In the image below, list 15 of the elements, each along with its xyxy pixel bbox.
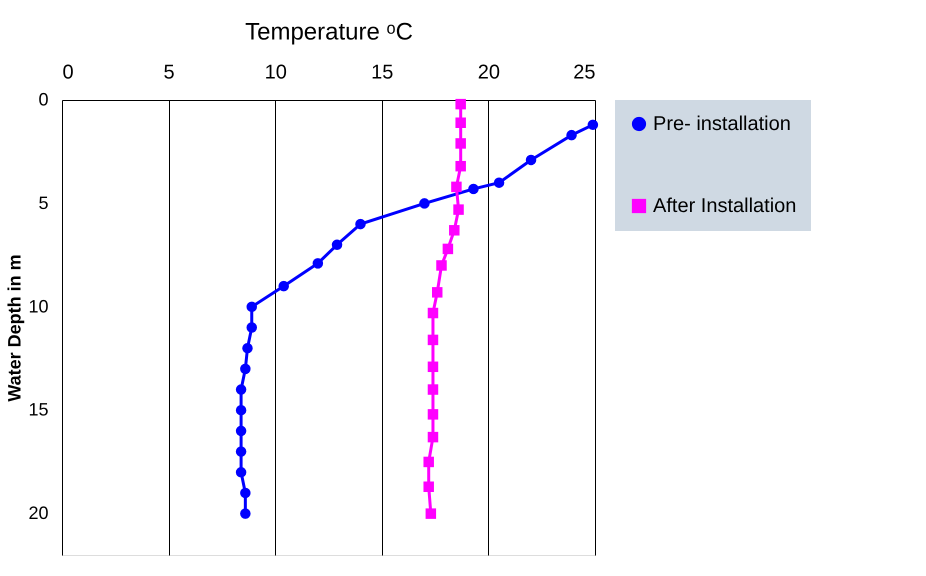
y-tick-label: 10 bbox=[28, 296, 48, 316]
x-tick-label: 0 bbox=[62, 62, 74, 84]
y-tick-label: 20 bbox=[28, 503, 48, 524]
x-tick-label: 20 bbox=[478, 62, 500, 84]
x-tick-label: 10 bbox=[264, 62, 287, 84]
x-tick-label: 25 bbox=[573, 62, 596, 84]
y-tick-label: 5 bbox=[38, 192, 48, 213]
y-axis-title: Water Depth in m bbox=[4, 254, 24, 402]
x-axis-title: Temperature ᵒC bbox=[245, 18, 413, 46]
legend-label: After Installation bbox=[653, 195, 796, 217]
x-tick-label: 15 bbox=[371, 62, 394, 84]
y-tick-label: 15 bbox=[28, 400, 48, 420]
y-tick-label: 0 bbox=[38, 90, 48, 110]
legend-label: Pre- installation bbox=[653, 113, 791, 135]
x-tick-label: 5 bbox=[164, 62, 175, 84]
